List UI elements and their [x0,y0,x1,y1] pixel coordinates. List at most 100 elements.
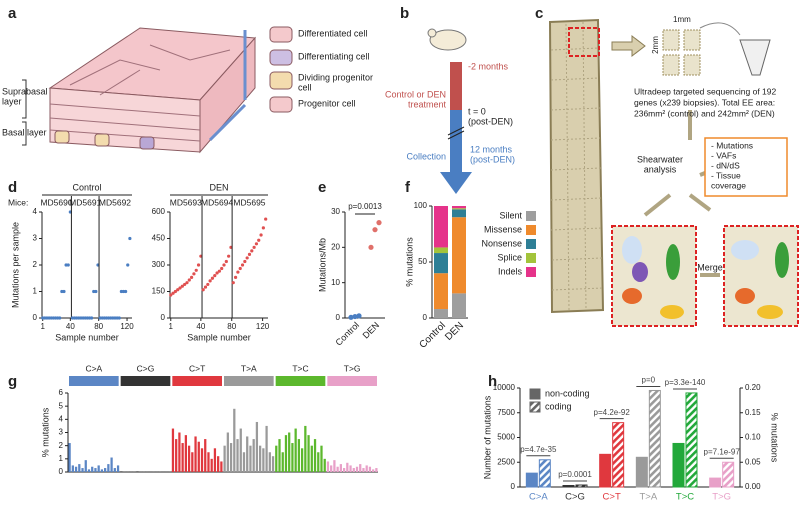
bar [171,428,175,472]
point [372,227,378,233]
output-item: - dN/dS [711,160,740,170]
y-axis-label: Mutations per sample [10,222,20,308]
y-tick-label: 0.00 [745,482,761,491]
bar [330,465,333,472]
bar [104,468,107,472]
point [180,284,184,288]
bar-segment [452,209,466,218]
time-label: (post-DEN) [470,154,515,164]
y-tick-label: 0.15 [745,408,761,417]
legend-swatch [526,267,536,277]
bar [368,466,372,472]
bar [372,469,375,472]
bar [265,425,268,472]
grid [550,21,604,311]
bar [346,462,349,472]
output-item: - Mutations [711,140,753,150]
legend-swatch [526,253,536,263]
break [447,126,465,140]
y-tick-label: 7500 [497,408,515,417]
bar [78,464,81,472]
bar [181,443,184,472]
icon [269,96,293,113]
x-tick-label: Control [334,320,362,348]
bar [352,468,355,472]
point [231,281,235,285]
bar [599,453,612,488]
bar [81,468,84,472]
bar [71,465,74,472]
bar [249,445,252,472]
group-band [69,376,119,386]
dimension: 1mm [673,15,691,24]
time-label: -2 months [468,61,509,71]
bar-segment [452,208,466,210]
bar [355,466,359,472]
bar [612,422,625,488]
mouse-ear [427,28,437,38]
cell [54,130,70,144]
y-axis-label: Number of mutations [482,395,492,479]
bar [178,432,181,472]
point [220,266,224,271]
point [94,289,98,294]
biopsies [662,29,701,76]
point [178,286,182,290]
strip [548,18,605,314]
y-tick-label: 0.05 [745,457,761,466]
point [126,263,130,267]
point [206,282,210,287]
bar [709,477,722,488]
y-tick-label: 0 [161,313,166,322]
panel-letter: c [535,5,543,22]
bar [191,452,194,472]
group-label: T>A [241,363,257,373]
point [259,233,263,237]
bar-segment [434,247,448,254]
bar [278,439,281,472]
panel-letter: h [488,373,497,390]
bar [255,421,259,472]
point [224,259,228,264]
bar [635,456,648,488]
legend-swatch [526,211,536,221]
bar [217,456,220,472]
legend-label: Indels [498,266,523,276]
cell [139,136,155,150]
x-tick-label: C>A [529,492,548,503]
y-tick-label: 50 [418,257,427,266]
clone [666,244,680,280]
bar [333,460,336,472]
point [201,288,205,292]
series-name: MD5694 [201,197,233,207]
point [257,238,261,242]
layer-label: layer [2,96,22,106]
treatment-label: Control or DEN [385,89,446,99]
p-value: p=3.3e-140 [665,378,706,387]
bar-segment [452,217,466,294]
bar [262,448,265,472]
bar [204,439,207,472]
clone [632,262,648,282]
series-name: MD5690 [40,197,72,207]
point [245,256,249,260]
y-tick-label: 10000 [493,383,516,392]
point [247,252,252,256]
analysis-label: analysis [644,164,677,174]
bar [300,448,304,472]
method-text: 236mm² (control) and 242mm² (DEN) [634,108,775,118]
cell-type: Differentiated cell [298,28,367,38]
time-label: (post-DEN) [468,116,513,126]
bar [187,445,191,472]
bar [722,461,735,488]
block-side [199,36,256,154]
point [376,220,382,226]
y-tick-label: 20 [331,242,340,251]
point [173,289,178,294]
bar [313,439,317,472]
bar [184,435,187,472]
panel-letter: b [400,5,409,22]
y-tick-label: 0 [336,313,341,322]
bar [284,435,288,472]
x-tick-label: 40 [196,322,205,331]
